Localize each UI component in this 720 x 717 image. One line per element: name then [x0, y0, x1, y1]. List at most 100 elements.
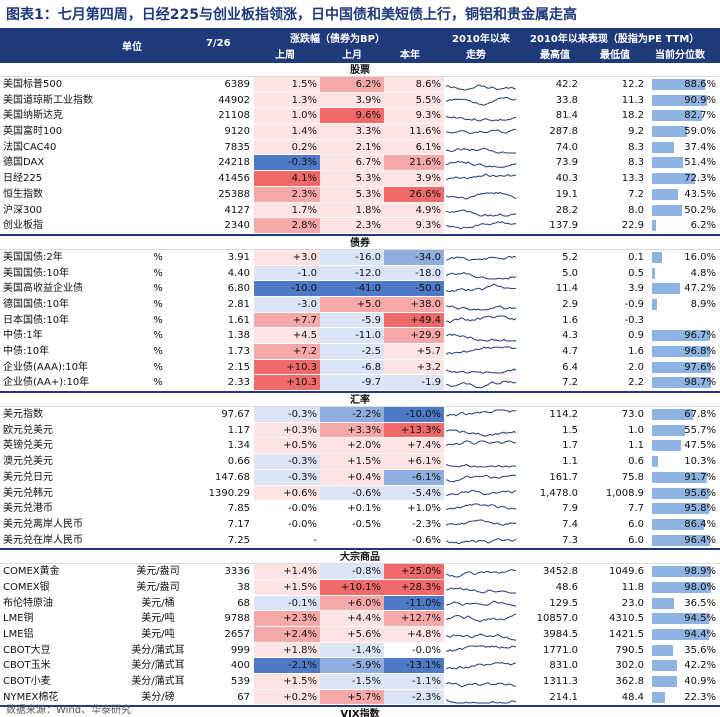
min-value: 4310.5	[609, 613, 644, 625]
min-value: 11.8	[621, 581, 644, 593]
row-name: 沪深300	[3, 204, 43, 216]
min-value: 22.9	[621, 220, 644, 232]
ytd-change: +25.0%	[384, 564, 444, 579]
ytd-change: -50.0	[384, 281, 444, 296]
week-change: -3.0	[254, 296, 320, 312]
ytd-change: -11.0%	[384, 595, 444, 611]
month-change: +6.0%	[320, 595, 384, 611]
week-change: +10.3	[254, 375, 320, 391]
percentile-cell: 95.8%	[652, 501, 718, 516]
row-name: CBOT小麦	[3, 676, 51, 688]
min-value: 1421.5	[609, 629, 644, 640]
trend-cell	[446, 108, 520, 123]
row-unit	[118, 438, 198, 453]
table-row: NYMEX棉花 美分/磅 67 +0.2% +5.7% -2.3% 214.1 48.4 22.…	[0, 689, 720, 706]
row-value: 1.34	[227, 440, 250, 452]
trend-cell	[446, 297, 520, 312]
month-change: +1.5%	[320, 454, 384, 469]
table-row: 德国国债:10年% 2.81 -3.0 +5.0 +38.0 2.9 -0.9 8.9%	[0, 296, 720, 313]
min-value: 73.0	[621, 409, 644, 421]
percentile-value: 86.4%	[684, 518, 716, 530]
percentile-bar	[652, 440, 681, 452]
trend-cell	[446, 171, 520, 186]
percentile-bar	[652, 141, 674, 153]
row-unit: 美元/吨	[141, 613, 175, 625]
table-row: 英国富时100 9120 1.4% 3.3% 11.6% 287.8 9.2 59.0%	[0, 124, 720, 140]
row-value: 1390.29	[208, 487, 250, 499]
min-value: 2.2	[628, 377, 644, 389]
max-value: 1771.0	[543, 644, 578, 656]
percentile-bar	[652, 188, 678, 200]
row-value: 44902	[218, 94, 250, 106]
week-change: +0.6%	[254, 485, 320, 501]
ytd-change: +38.0	[384, 296, 444, 312]
row-unit	[118, 218, 198, 233]
percentile-value: 72.3%	[684, 173, 716, 185]
header-ytd: 本年	[400, 50, 420, 61]
max-value: 7.4	[562, 518, 578, 530]
percentile-bar	[652, 94, 707, 106]
ytd-change: +12.7%	[384, 611, 444, 626]
ytd-change: -6.1%	[384, 469, 444, 485]
section-heading: 债券	[0, 233, 720, 250]
percentile-bar	[652, 487, 709, 499]
week-change: +1.5%	[254, 579, 320, 595]
week-change: +7.2	[254, 344, 320, 359]
ytd-change: 5.5%	[384, 92, 444, 108]
row-value: 7.85	[227, 503, 250, 515]
min-value: 2.0	[628, 361, 644, 373]
min-value: 1.6	[628, 346, 644, 357]
ytd-change: 11.6%	[384, 124, 444, 139]
row-name: LME铝	[3, 629, 34, 640]
week-change: 0.2%	[254, 139, 320, 155]
week-change: +1.4%	[254, 564, 320, 579]
week-change: +2.3%	[254, 611, 320, 626]
max-value: 1.7	[562, 440, 578, 452]
row-value: 999	[230, 644, 250, 656]
percentile-cell: 96.7%	[652, 328, 718, 343]
table-row: 沪深300 4127 1.7% 1.8% 4.9% 28.2 8.0 50.2%	[0, 202, 720, 219]
trend-sparkline	[446, 519, 516, 526]
table-row: 美国国债:2年% 3.91 +3.0 -16.0 -34.0 5.2 0.1 16.0%	[0, 249, 720, 266]
min-value: 8.3	[628, 157, 644, 169]
max-value: 114.2	[549, 409, 578, 421]
row-value: 6.80	[227, 283, 250, 295]
table-row: 美国高收益企业债% 6.80 -10.0 -41.0 -50.0 11.4 3.9 47.2%	[0, 281, 720, 297]
percentile-value: 35.6%	[684, 644, 716, 656]
week-change: +0.3%	[254, 422, 320, 438]
percentile-bar	[652, 518, 704, 530]
min-value: 3.9	[628, 283, 644, 295]
percentile-cell: 4.8%	[652, 266, 718, 281]
max-value: 33.8	[555, 94, 578, 106]
week-change: -	[313, 534, 317, 546]
week-change: 1.4%	[254, 124, 320, 139]
percentile-value: 97.6%	[684, 361, 716, 373]
ytd-change: +28.3%	[384, 579, 444, 595]
row-name: 美元兑港币	[3, 503, 53, 515]
row-value: 7.17	[227, 518, 250, 530]
percentile-value: 98.7%	[684, 377, 716, 389]
percentile-bar	[652, 126, 687, 138]
row-value: 2.15	[227, 361, 250, 373]
table-row: 美元兑韩元 1390.29 +0.6% -0.6% -5.4% 1,478.0 1,008.…	[0, 485, 720, 502]
row-value: 4127	[224, 204, 250, 216]
percentile-cell: 8.9%	[652, 297, 718, 312]
ytd-change: -1.1%	[384, 674, 444, 689]
row-name: 日经225	[3, 173, 43, 185]
percentile-cell: 47.5%	[652, 438, 718, 453]
percentile-value: 4.8%	[690, 267, 716, 279]
trend-sparkline	[446, 633, 516, 641]
row-unit: %	[153, 251, 163, 263]
table-row: COMEX黄金 美元/盎司 3336 +1.4% -0.8% +25.0% 3452.8 10…	[0, 564, 720, 580]
trend-sparkline	[446, 474, 516, 483]
ytd-change: +49.4	[384, 312, 444, 328]
trend-sparkline	[446, 315, 516, 323]
row-name: 美元兑韩元	[3, 487, 53, 499]
ytd-change: -0.6%	[411, 534, 441, 546]
percentile-value: 42.2%	[684, 660, 716, 672]
week-change: +0.5%	[254, 438, 320, 454]
percentile-cell: 50.2%	[652, 203, 718, 218]
trend-sparkline	[446, 255, 516, 261]
month-change: +5.0	[320, 296, 384, 312]
percentile-bar	[652, 409, 693, 421]
